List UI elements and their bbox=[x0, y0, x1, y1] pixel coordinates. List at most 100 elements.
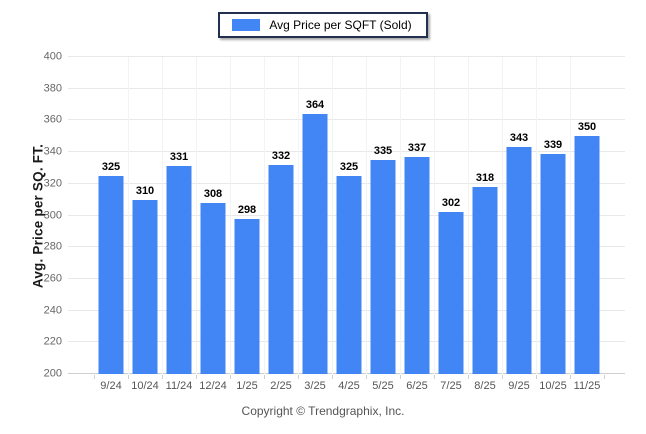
x-gridline bbox=[366, 57, 367, 374]
y-gridline bbox=[68, 151, 625, 153]
x-tick-label: 1/25 bbox=[236, 380, 258, 392]
x-tick-mark bbox=[94, 375, 95, 379]
x-tick-mark bbox=[230, 375, 231, 379]
bar-value-label: 332 bbox=[271, 149, 291, 162]
bar-slot: 364 bbox=[298, 57, 332, 374]
x-gridline bbox=[128, 57, 129, 374]
y-tick-label: 240 bbox=[43, 304, 62, 317]
bar: 332 bbox=[268, 150, 294, 374]
bar-value-label: 337 bbox=[407, 141, 427, 154]
y-gridline bbox=[68, 87, 625, 89]
x-tick-mark bbox=[604, 375, 605, 379]
bar-value-label: 343 bbox=[509, 132, 529, 145]
plot-area: 325 310 331 308 298 332 364 325 335 337 302 318 343 3… bbox=[68, 56, 625, 374]
bar: 331 bbox=[166, 151, 192, 374]
bar: 339 bbox=[540, 139, 566, 374]
bar: 302 bbox=[438, 197, 464, 374]
x-tick-mark bbox=[298, 375, 299, 379]
bar-slot: 350 bbox=[570, 57, 604, 374]
bar: 350 bbox=[574, 121, 600, 374]
x-gridline bbox=[264, 57, 265, 374]
bar-slot: 337 bbox=[400, 57, 434, 374]
bar-value-label: 331 bbox=[169, 151, 189, 164]
legend-row: Avg Price per SQFT (Sold) bbox=[0, 12, 646, 38]
x-tick-marks bbox=[94, 374, 605, 379]
y-gridline bbox=[68, 56, 625, 57]
bar-value-label: 339 bbox=[543, 138, 563, 151]
x-tick-label: 11/24 bbox=[165, 380, 193, 392]
bar: 308 bbox=[200, 188, 226, 374]
y-tick-label: 400 bbox=[43, 50, 62, 63]
bar: 364 bbox=[302, 99, 328, 374]
x-gridline bbox=[332, 57, 333, 374]
bar-value-label: 302 bbox=[441, 197, 461, 210]
x-tick-label: 9/24 bbox=[100, 380, 122, 392]
bar: 343 bbox=[506, 132, 532, 374]
x-gridline bbox=[536, 57, 537, 374]
x-gridline bbox=[502, 57, 503, 374]
bar-slot: 325 bbox=[332, 57, 366, 374]
x-tick-label: 4/25 bbox=[338, 380, 360, 392]
bar-slot: 335 bbox=[366, 57, 400, 374]
bar-slot: 298 bbox=[230, 57, 264, 374]
x-gridline bbox=[298, 57, 299, 374]
y-tick-label: 360 bbox=[43, 113, 62, 126]
copyright-text: Copyright © Trendgraphix, Inc. bbox=[241, 404, 405, 418]
bar: 337 bbox=[404, 142, 430, 374]
bar: 318 bbox=[472, 172, 498, 374]
bar-value-label: 325 bbox=[101, 160, 121, 173]
x-tick-label: 9/25 bbox=[508, 380, 530, 392]
x-tick-labels: 9/24 10/24 11/24 12/24 1/25 2/25 3/25 4/25 5/25 6… bbox=[94, 380, 604, 392]
bar-value-label: 364 bbox=[305, 98, 325, 111]
y-tick-label: 200 bbox=[43, 367, 62, 380]
x-tick-mark bbox=[502, 375, 503, 379]
x-tick-mark bbox=[264, 375, 265, 379]
x-gridline bbox=[468, 57, 469, 374]
x-gridline bbox=[162, 57, 163, 374]
x-gridline bbox=[570, 57, 571, 374]
bar: 325 bbox=[98, 161, 124, 374]
bar-slot: 343 bbox=[502, 57, 536, 374]
bar-slot: 308 bbox=[196, 57, 230, 374]
bar-slot: 318 bbox=[468, 57, 502, 374]
bar-slot: 310 bbox=[128, 57, 162, 374]
x-tick-mark bbox=[128, 375, 129, 379]
bar: 335 bbox=[370, 145, 396, 374]
x-tick-label: 6/25 bbox=[406, 380, 428, 392]
x-tick-label: 10/24 bbox=[131, 380, 159, 392]
legend: Avg Price per SQFT (Sold) bbox=[218, 12, 428, 38]
x-tick-mark bbox=[570, 375, 571, 379]
bar-value-label: 335 bbox=[373, 144, 393, 157]
x-tick-mark bbox=[536, 375, 537, 379]
y-tick-labels: 200 220 240 260 280 300 320 340 360 380 400 bbox=[0, 51, 62, 379]
y-tick-label: 220 bbox=[43, 335, 62, 348]
x-tick-mark bbox=[332, 375, 333, 379]
bar-slot: 331 bbox=[162, 57, 196, 374]
y-tick-label: 340 bbox=[43, 145, 62, 158]
x-tick-label: 8/25 bbox=[474, 380, 496, 392]
y-tick-label: 380 bbox=[43, 82, 62, 95]
x-gridline bbox=[400, 57, 401, 374]
x-tick-mark bbox=[468, 375, 469, 379]
y-tick-label: 260 bbox=[43, 272, 62, 285]
x-tick-label: 12/24 bbox=[199, 380, 227, 392]
bar-value-label: 350 bbox=[577, 121, 597, 134]
y-tick-label: 280 bbox=[43, 240, 62, 253]
x-tick-mark bbox=[366, 375, 367, 379]
legend-swatch-icon bbox=[232, 19, 261, 31]
bars-region: 325 310 331 308 298 332 364 325 335 337 302 318 343 3… bbox=[94, 57, 604, 374]
x-tick-label: 10/25 bbox=[539, 380, 567, 392]
x-tick-label: 2/25 bbox=[270, 380, 292, 392]
x-tick-mark bbox=[196, 375, 197, 379]
bar: 310 bbox=[132, 185, 158, 374]
bar-value-label: 318 bbox=[475, 171, 495, 184]
x-tick-mark bbox=[434, 375, 435, 379]
bar-slot: 302 bbox=[434, 57, 468, 374]
x-gridline bbox=[434, 57, 435, 374]
x-gridline bbox=[230, 57, 231, 374]
x-tick-label: 5/25 bbox=[372, 380, 394, 392]
bar-value-label: 310 bbox=[135, 184, 155, 197]
x-tick-label: 3/25 bbox=[304, 380, 326, 392]
bar-slot: 325 bbox=[94, 57, 128, 374]
